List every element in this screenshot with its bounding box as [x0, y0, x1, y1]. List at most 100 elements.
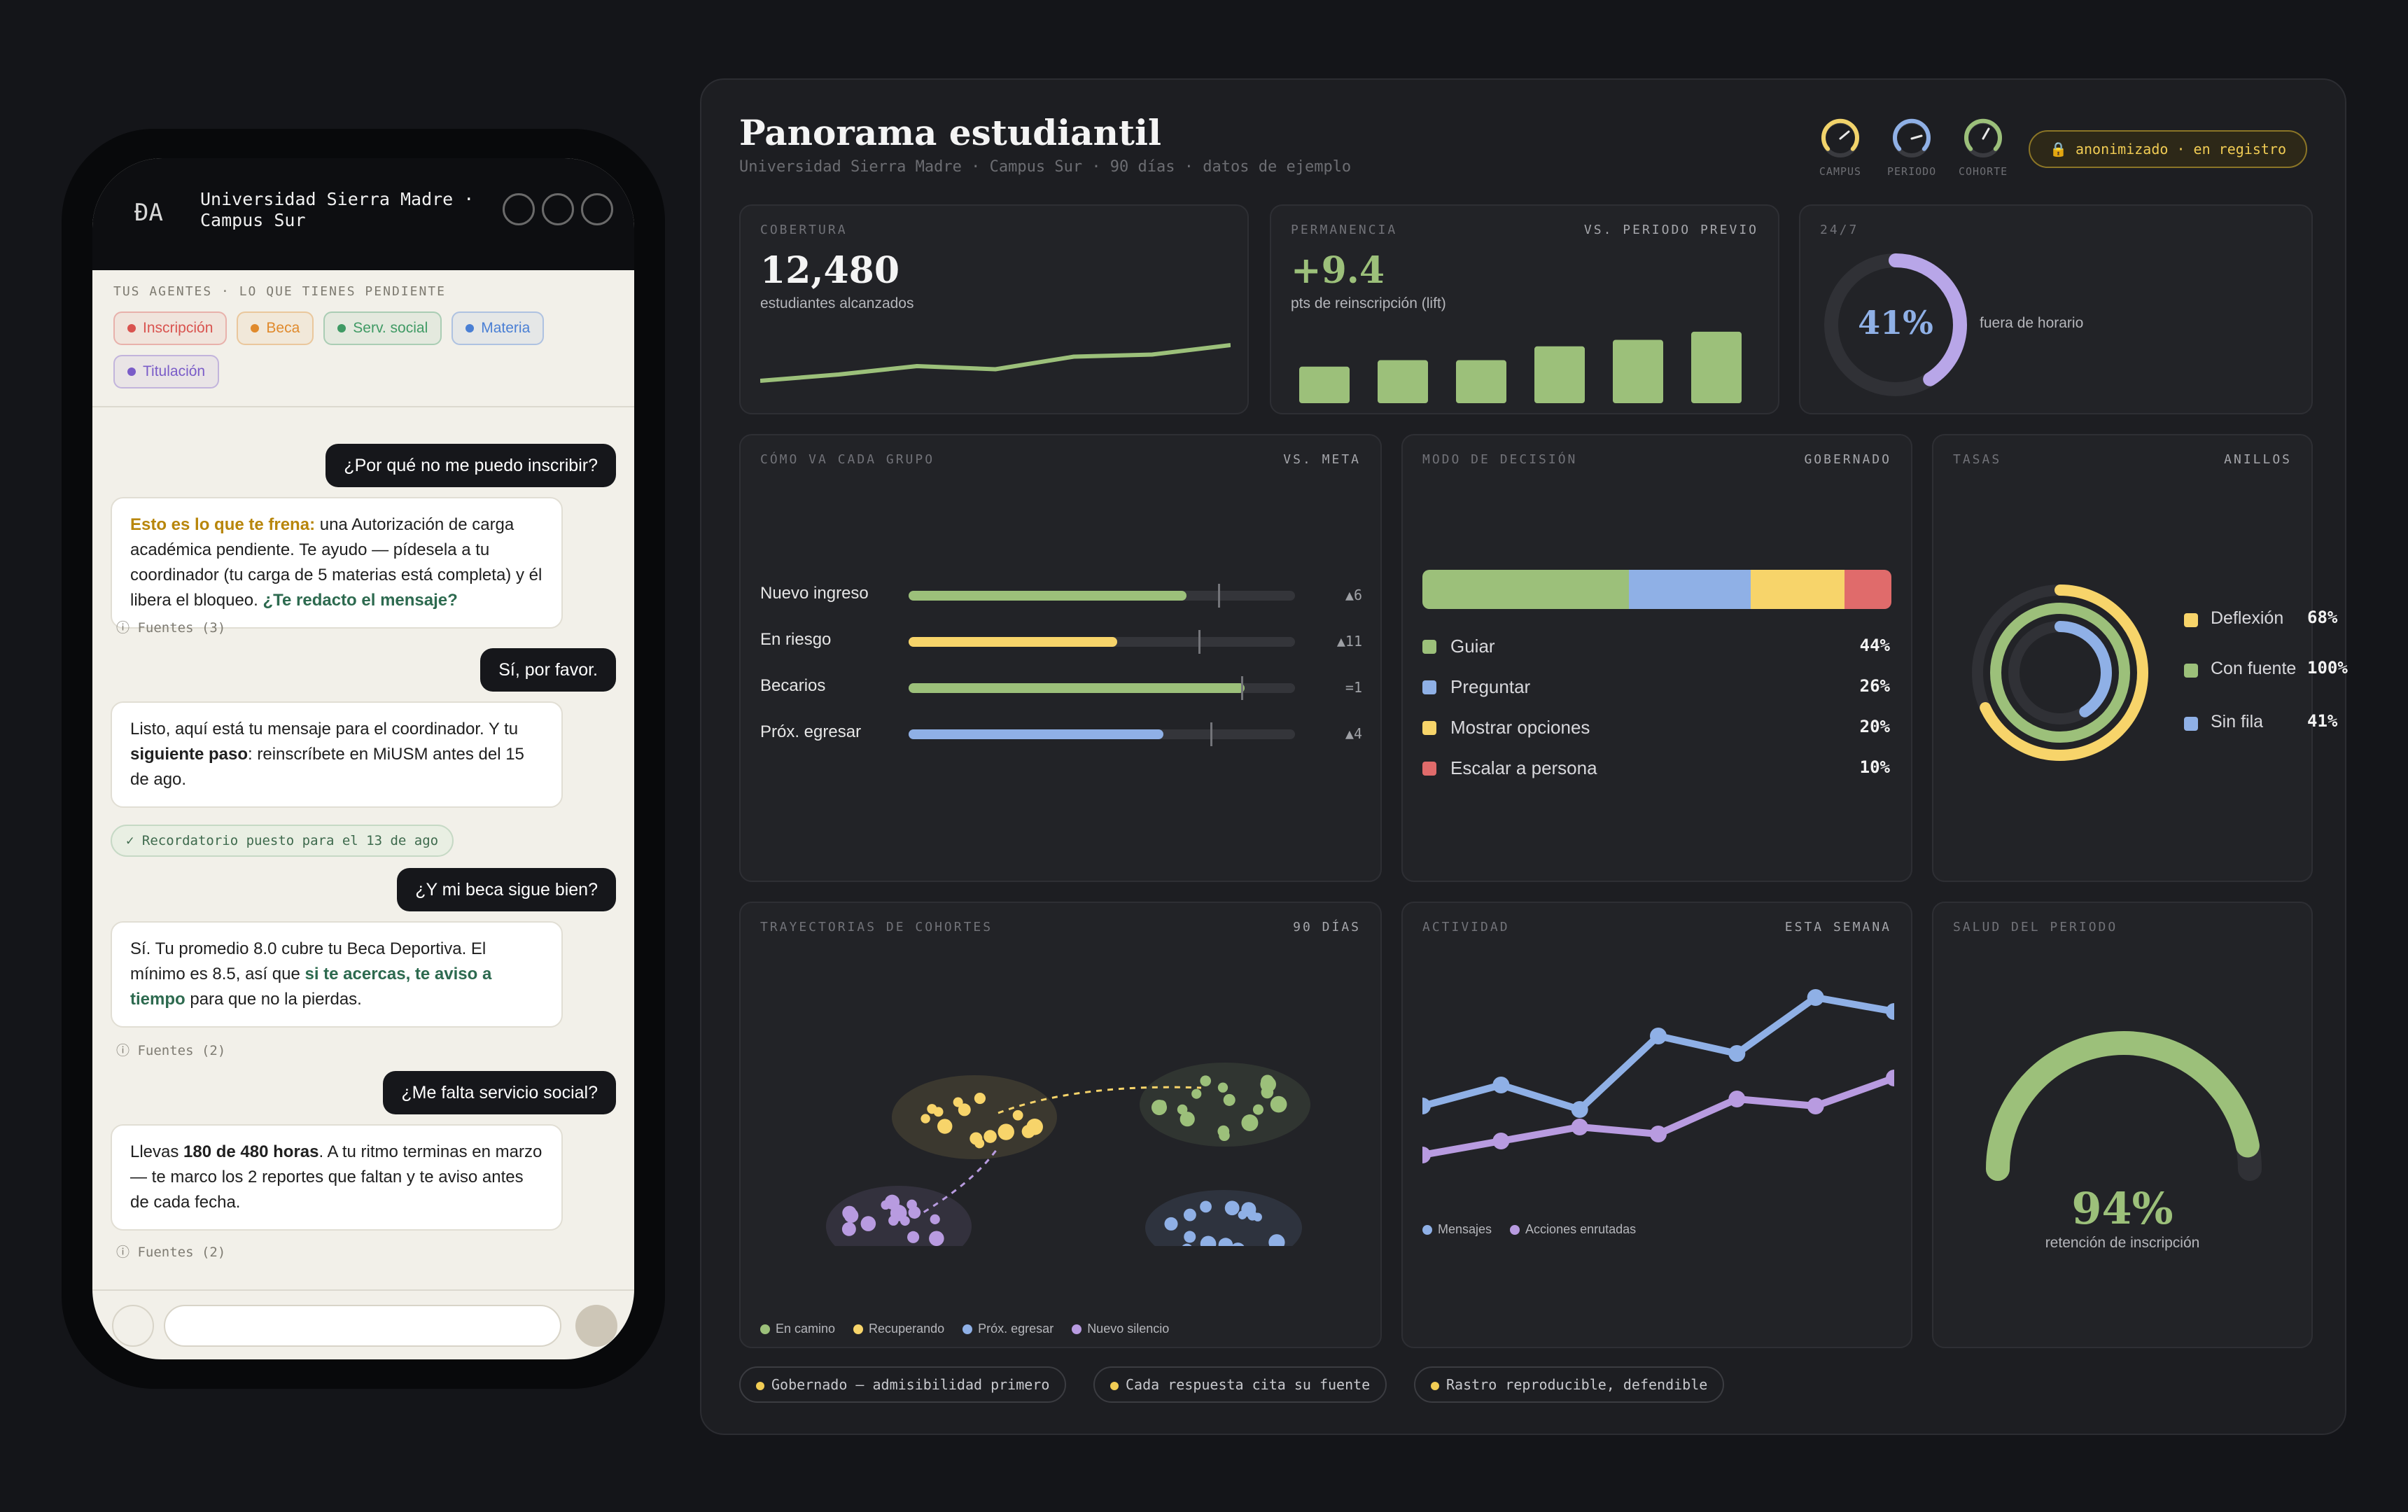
- gauge-label: PERIODO: [1887, 165, 1937, 178]
- group-name: Próx. egresar: [760, 722, 862, 741]
- trajectory-path: [997, 1086, 1202, 1114]
- decision-segment: [1844, 570, 1891, 609]
- ring-arc: [2008, 621, 2112, 724]
- cohort-point: [907, 1231, 920, 1243]
- legend-swatch: [2184, 664, 2198, 678]
- pill-dot-icon: [756, 1382, 764, 1390]
- group-target-marker: [1217, 584, 1220, 608]
- card-label: PERMANENCIA: [1291, 223, 1398, 237]
- sources-link[interactable]: ⓘ Fuentes (2): [116, 1245, 226, 1260]
- chip-dot-icon: [127, 324, 136, 332]
- agent-chip-2[interactable]: Serv. social: [323, 312, 442, 345]
- card-label: CÓMO VA CADA GRUPO: [760, 452, 935, 467]
- legend-label: Preguntar: [1450, 676, 1531, 697]
- send-button[interactable]: [575, 1305, 617, 1347]
- decision-legend-item: Preguntar 26%: [1422, 673, 1890, 701]
- legend-dot-icon: [1422, 1224, 1432, 1235]
- chip-dot-icon: [127, 368, 136, 376]
- health-gauge: [1986, 1031, 2262, 1181]
- message-text: . A tu ritmo terminas en marzo — te marc…: [130, 1142, 542, 1212]
- anonymized-badge[interactable]: 🔒 anonimizado · en registro: [2029, 130, 2307, 168]
- coverage-card: COBERTURA 12,480 estudiantes alcanzados: [739, 204, 1249, 414]
- health-card: SALUD DEL PERIODO 94% retención de inscr…: [1932, 902, 2313, 1348]
- message-text: Sí. Tu promedio 8.0 cubre tu Beca Deport…: [130, 939, 486, 983]
- message-input[interactable]: [164, 1305, 561, 1347]
- periodo-gauge[interactable]: PERIODO: [1887, 118, 1936, 178]
- group-progress-fill: [909, 729, 1164, 739]
- cohorte-gauge[interactable]: COHORTE: [1959, 118, 2008, 178]
- group-progress-track: [909, 630, 1295, 654]
- message-highlight: si te acercas, te aviso a tiempo: [130, 965, 492, 1009]
- draft-message-link[interactable]: ¿Te redacto el mensaje?: [262, 591, 458, 610]
- group-progress-track: [909, 584, 1295, 608]
- legend-swatch: [1422, 721, 1436, 735]
- title-line-2: Campus Sur: [200, 210, 306, 230]
- cohort-point: [983, 1130, 997, 1143]
- user-message: ¿Me falta servicio social?: [383, 1071, 616, 1114]
- card-compare-label: ANILLOS: [2224, 452, 2292, 467]
- page-subtitle: Universidad Sierra Madre · Campus Sur · …: [739, 158, 1352, 176]
- chip-label: Materia: [481, 320, 531, 336]
- series-point: [1886, 1003, 1894, 1020]
- group-delta: =1: [1345, 679, 1362, 696]
- health-value: 94%: [2071, 1183, 2174, 1234]
- page-title: Panorama estudiantil: [739, 112, 1162, 153]
- agent-chip-1[interactable]: Beca: [237, 312, 314, 345]
- gauge-dial-icon: [1964, 118, 2002, 158]
- cohort-legend-item: Nuevo silencio: [1072, 1322, 1169, 1336]
- cohort-point: [1219, 1130, 1230, 1142]
- decision-legend-item: Mostrar opciones 20%: [1422, 714, 1890, 742]
- sources-link[interactable]: ⓘ Fuentes (2): [116, 1043, 226, 1058]
- cohort-point: [1156, 1100, 1167, 1110]
- card-label: MODO DE DECISIÓN: [1422, 452, 1578, 467]
- header-circle-button[interactable]: [581, 193, 613, 225]
- header-circle-button[interactable]: [542, 193, 574, 225]
- principle-pill: Rastro reproducible, defendible: [1414, 1366, 1725, 1403]
- legend-swatch: [1422, 762, 1436, 776]
- legend-swatch: [1422, 640, 1436, 654]
- legend-label: Recuperando: [869, 1322, 945, 1336]
- phone-frame: ÐA Universidad Sierra Madre · Campus Sur…: [62, 129, 665, 1389]
- university-title: Universidad Sierra Madre · Campus Sur: [200, 189, 474, 231]
- cohort-point: [997, 1124, 1014, 1140]
- legend-swatch: [1422, 680, 1436, 694]
- series-point: [1886, 1070, 1894, 1086]
- decision-legend-item: Escalar a persona 10%: [1422, 755, 1890, 783]
- sources-link[interactable]: ⓘ Fuentes (3): [116, 620, 226, 636]
- activity-legend: Mensajes Acciones enrutadas: [1422, 1222, 1636, 1237]
- phone-screen: ÐA Universidad Sierra Madre · Campus Sur…: [92, 158, 634, 1359]
- message-bold: siguiente paso: [130, 745, 248, 764]
- legend-dot-icon: [1510, 1224, 1520, 1235]
- agent-chip-3[interactable]: Materia: [451, 312, 545, 345]
- group-progress-fill: [909, 683, 1245, 693]
- cohort-point: [888, 1215, 899, 1226]
- availability-ring: [1824, 253, 1967, 396]
- cohort-point: [1252, 1104, 1264, 1115]
- cohort-point: [933, 1107, 944, 1117]
- user-message: ¿Y mi beca sigue bien?: [397, 868, 616, 911]
- decision-legend-item: Guiar 44%: [1422, 633, 1890, 661]
- en-camino-points: [1151, 1074, 1287, 1142]
- agent-chip-0[interactable]: Inscripción: [113, 312, 227, 345]
- cohort-point: [1268, 1234, 1285, 1246]
- dashboard-panel: Panorama estudiantil Universidad Sierra …: [700, 78, 2348, 1435]
- campus-gauge[interactable]: CAMPUS: [1816, 118, 1865, 178]
- gauge-label: CAMPUS: [1819, 165, 1862, 178]
- decision-stacked-bar: [1422, 570, 1891, 609]
- availability-card: 24/7 41% fuera de horario: [1799, 204, 2313, 414]
- attach-button[interactable]: [112, 1305, 154, 1347]
- header-circle-button[interactable]: [503, 193, 535, 225]
- cohort-point: [1177, 1104, 1188, 1115]
- permanence-value: +9.4: [1291, 249, 1385, 292]
- cohort-point: [1180, 1112, 1195, 1127]
- legend-dot-icon: [760, 1324, 770, 1334]
- gauge-dial-icon: [1821, 118, 1859, 158]
- cohort-point: [906, 1199, 917, 1210]
- availability-arc: [1824, 253, 1967, 396]
- availability-value: 41%: [1858, 304, 1933, 342]
- legend-value: 100%: [2307, 658, 2348, 678]
- cohort-point: [929, 1231, 944, 1246]
- cohort-point: [860, 1216, 876, 1231]
- agent-chip-4[interactable]: Titulación: [113, 355, 220, 388]
- cohort-legend-item: Recuperando: [853, 1322, 944, 1336]
